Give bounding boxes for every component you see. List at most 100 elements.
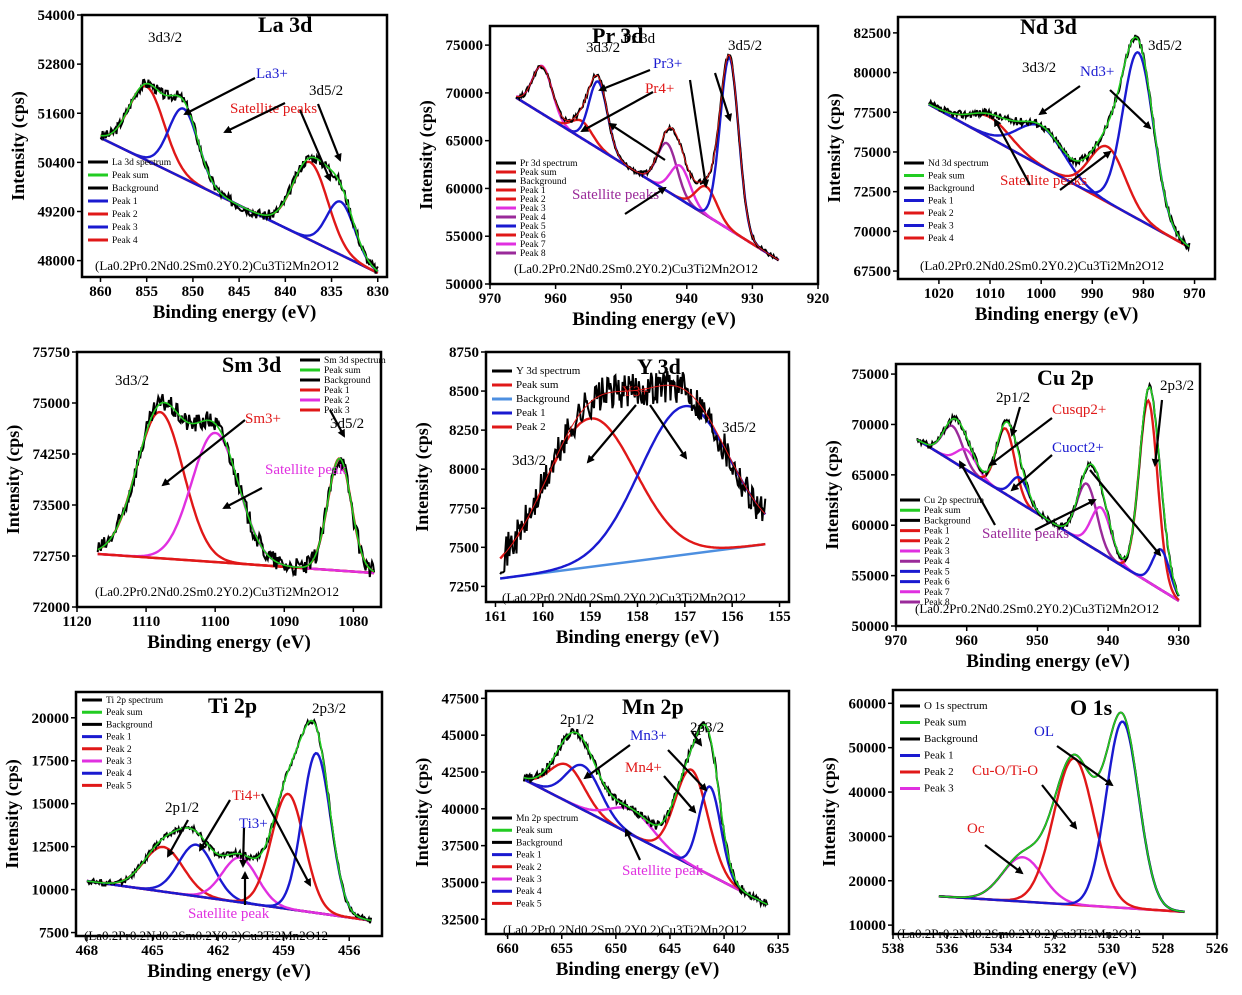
chart-title: O 1s [1070, 695, 1113, 720]
fit-peak-4 [928, 50, 1191, 248]
legend-label: Peak 2 [520, 195, 546, 205]
x-tick-label: 158 [626, 609, 649, 625]
x-tick-label: 950 [1026, 633, 1049, 649]
legend-label: Background [324, 376, 371, 386]
x-tick-label: 835 [320, 284, 343, 300]
y-tick-label: 75000 [446, 38, 484, 54]
y-tick-label: 32500 [442, 912, 480, 928]
sample-formula: (La0.2Pr0.2Nd0.2Sm0.2Y0.2)Cu3Ti2Mn2O12 [514, 261, 758, 276]
annotation-arrow [183, 77, 256, 115]
x-axis-label: Binding energy (eV) [973, 959, 1137, 980]
chart-pr: 970 960 950 940 930 920 50000 55000 60000 65000 70… [416, 23, 829, 330]
annotation-arrow [598, 68, 651, 92]
x-tick-label: 532 [1044, 941, 1067, 957]
chart-sm: 1120 1110 1100 1090 1080 72000 72750 73500 74250… [3, 345, 386, 653]
x-tick-label: 940 [1097, 633, 1120, 649]
y-tick-label: 55000 [446, 229, 484, 245]
x-tick-label: 530 [1098, 941, 1121, 957]
plot-frame [74, 690, 384, 938]
y-tick-label: 50000 [446, 277, 484, 293]
y-tick-label: 10000 [32, 883, 70, 899]
legend-label: Peak 3 [924, 547, 950, 557]
annotation-arrow [624, 828, 641, 861]
legend-label: Peak 3 [106, 757, 132, 767]
legend-label: Peak 3 [928, 222, 954, 232]
peak-annotation: Satellite peaks [572, 187, 659, 203]
annotation-arrow [1059, 150, 1112, 191]
annotation-arrow [223, 102, 286, 133]
legend-label: Mn 2p spectrum [516, 814, 579, 824]
x-tick-label: 1000 [1026, 286, 1056, 302]
annotation-arrow [959, 460, 996, 526]
y-tick-label: 30000 [849, 829, 887, 845]
fit-peak-1 [97, 410, 375, 575]
chart-nd: 1020 1010 1000 990 980 970 67500 70000 72500 7500… [824, 14, 1217, 325]
peak-annotation: Y3+ [622, 384, 649, 400]
chart-title: La 3d [258, 12, 312, 37]
sample-formula: (La0.2Pr0.2Nd0.2Sm0.2Y0.2)Cu3Ti2Mn2O12 [95, 584, 339, 599]
y-axis-label: Intensity (cps) [8, 91, 29, 201]
legend-label: Background [516, 838, 563, 848]
plot-area [916, 381, 1180, 602]
y-tick-label: 65000 [852, 468, 890, 484]
y-tick-label: 8250 [449, 423, 479, 439]
legend-label: Peak 4 [928, 234, 954, 244]
legend: Ti 2p spectrum Peak sum Background Peak 1 Pe… [82, 696, 164, 791]
legend: La 3d spectrum Peak sum Background Peak 1 Pe… [88, 158, 172, 246]
y-axis-label: Intensity (cps) [416, 100, 437, 210]
annotation-arrow [663, 775, 697, 814]
y-axis-label: Intensity (cps) [819, 757, 840, 867]
y-tick-label: 10000 [849, 918, 887, 934]
legend-label: Y 3d spectrum [516, 365, 581, 377]
peak-annotation: 3d3/2 [1022, 60, 1056, 76]
y-tick-label: 7750 [449, 501, 479, 517]
y-tick-label: 7500 [449, 540, 479, 556]
experimental-spectrum [99, 78, 379, 274]
annotation-arrow [1034, 499, 1097, 531]
legend-label: Peak 3 [520, 204, 546, 214]
legend-label: Peak 4 [106, 769, 132, 779]
annotation-arrow [624, 186, 667, 215]
x-tick-label: 830 [367, 284, 390, 300]
peak-annotation: Mn4+ [625, 760, 662, 776]
peak-annotation: 3d5/2 [309, 83, 343, 99]
x-tick-label: 855 [135, 284, 158, 300]
x-tick-label: 465 [141, 943, 164, 959]
x-tick-label: 660 [496, 941, 519, 957]
x-tick-label: 161 [484, 609, 507, 625]
legend-label: Peak 7 [520, 240, 546, 250]
x-axis-label: Binding energy (eV) [147, 961, 311, 982]
peak-annotation: Cu-O/Ti-O [972, 763, 1038, 779]
y-tick-label: 73500 [33, 498, 71, 514]
x-tick-label: 526 [1206, 941, 1229, 957]
x-tick-label: 840 [274, 284, 297, 300]
peak-annotation: 3d3/2 [512, 453, 546, 469]
y-tick-label: 75000 [852, 367, 890, 383]
chart-title: Sm 3d [222, 352, 281, 377]
x-tick-label: 645 [659, 941, 682, 957]
plot-area [499, 371, 767, 580]
x-tick-label: 950 [610, 291, 633, 307]
x-tick-label: 1090 [269, 614, 299, 630]
peak-annotation: 3d5/2 [1148, 38, 1182, 54]
legend-label: Background [924, 516, 971, 526]
chart-mn: 660 655 650 645 640 635 32500 35000 37500 40000 42… [412, 689, 791, 980]
annotation-arrow [1089, 469, 1162, 557]
x-tick-label: 1010 [975, 286, 1005, 302]
peak-annotation: 2p1/2 [165, 800, 199, 816]
chart-cu: 970 960 950 940 930 50000 55000 60000 65000 70000… [822, 362, 1202, 672]
x-axis-label: Binding energy (eV) [556, 627, 720, 648]
chart-title: Mn 2p [622, 694, 684, 719]
chart-title: Y 3d [637, 354, 681, 379]
y-tick-label: 72750 [33, 549, 71, 565]
annotation-arrow [222, 487, 263, 509]
peak-annotation: 3d3/2 [115, 373, 149, 389]
y-tick-label: 54000 [38, 8, 76, 24]
x-tick-label: 640 [713, 941, 736, 957]
annotation-arrow [984, 844, 1024, 875]
legend-label: Pr 3d spectrum [520, 159, 578, 169]
annotation-arrow [198, 799, 231, 852]
legend-label: Cu 2p spectrum [924, 496, 985, 506]
annotation-arrow [298, 109, 332, 182]
legend-label: Peak 1 [324, 386, 350, 396]
